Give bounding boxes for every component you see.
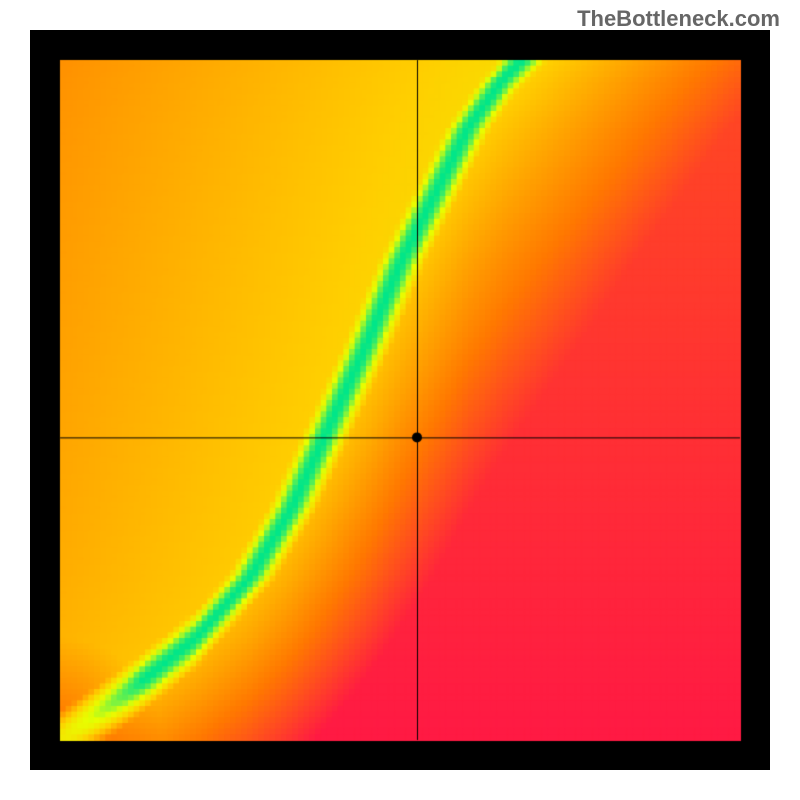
- watermark-text: TheBottleneck.com: [577, 6, 780, 32]
- plot-area: [30, 30, 770, 770]
- chart-container: TheBottleneck.com: [0, 0, 800, 800]
- overlay-canvas: [30, 30, 770, 770]
